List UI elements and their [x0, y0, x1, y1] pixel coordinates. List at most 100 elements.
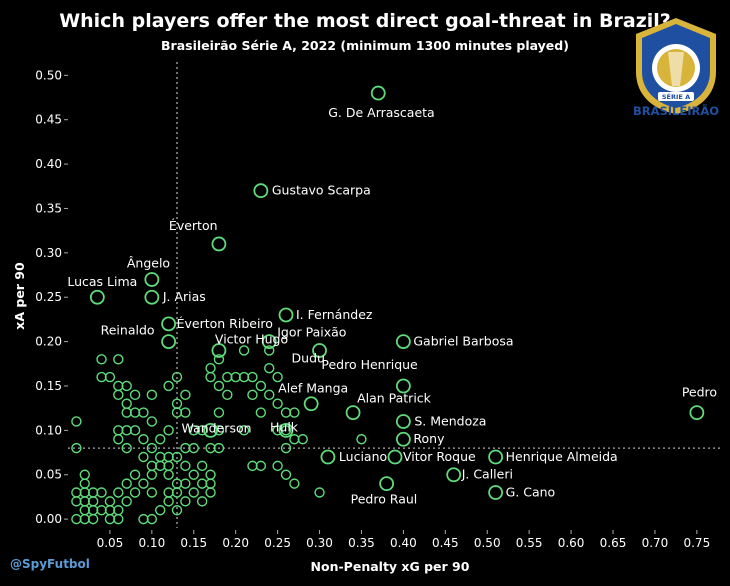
data-point [280, 469, 292, 480]
data-point [264, 389, 275, 401]
data-point [129, 407, 141, 418]
data-point [196, 425, 208, 436]
data-point [104, 513, 116, 525]
data-point [138, 451, 149, 463]
data-point [104, 505, 116, 516]
data-point [121, 496, 132, 507]
labeled-data-point [370, 85, 386, 101]
labeled-data-point [211, 236, 227, 252]
data-point [87, 513, 99, 525]
point-label: Rony [413, 431, 445, 446]
data-point [297, 434, 308, 445]
y-tick-label: 0.40 [35, 157, 62, 171]
point-label: Pedro Raul [351, 492, 418, 507]
data-point [113, 434, 124, 445]
data-point [71, 442, 82, 454]
point-label: Alef Manga [278, 381, 348, 396]
data-point [272, 460, 283, 472]
x-tick-label: 0.60 [558, 536, 585, 550]
data-point [180, 407, 191, 418]
labeled-data-point [689, 405, 705, 421]
labeled-data-point [253, 183, 269, 199]
y-tick-label: 0.20 [35, 335, 62, 349]
data-point [87, 496, 99, 507]
brasileirao-logo: SÉRIE A [636, 18, 716, 114]
labeled-data-point [144, 272, 160, 287]
data-point [171, 478, 183, 489]
labeled-data-point [395, 334, 411, 350]
data-point [180, 478, 191, 489]
data-point [163, 487, 174, 498]
point-label: Lucas Lima [67, 274, 137, 289]
point-label: Igor Paixão [277, 325, 346, 340]
labeled-data-point [395, 378, 411, 394]
point-label: Pedro Henrique [321, 357, 418, 372]
data-point [96, 354, 107, 365]
chart-subtitle: Brasileirão Série A, 2022 (minimum 1300 … [161, 38, 569, 53]
data-point [79, 478, 90, 489]
labeled-data-point [278, 307, 294, 323]
x-tick-label: 0.55 [516, 536, 543, 550]
data-point [213, 354, 225, 365]
data-point [138, 478, 149, 489]
data-point [255, 380, 267, 392]
logo-trophy-icon [668, 52, 684, 86]
data-point [146, 442, 158, 454]
data-point [272, 425, 283, 436]
data-point [129, 425, 141, 436]
data-point [222, 371, 233, 383]
data-point [314, 487, 325, 498]
labeled-data-point [261, 334, 277, 350]
data-point [171, 451, 183, 463]
data-point [255, 460, 267, 472]
x-tick-label: 0.15 [180, 536, 207, 550]
y-tick-label: 0.15 [35, 379, 62, 393]
data-point [356, 434, 367, 445]
data-point [96, 505, 107, 516]
data-point [71, 416, 82, 427]
data-point [113, 487, 124, 498]
data-point [79, 487, 90, 498]
x-tick-label: 0.70 [642, 536, 669, 550]
data-point [79, 496, 90, 507]
data-point [104, 371, 116, 383]
x-tick-label: 0.35 [348, 536, 375, 550]
data-point [138, 434, 149, 445]
data-point [213, 425, 225, 436]
data-point [87, 505, 99, 516]
data-point [222, 389, 233, 401]
labeled-data-point [446, 467, 462, 483]
data-point [146, 416, 158, 427]
data-point [113, 380, 124, 392]
data-point [146, 460, 158, 472]
logo-badge-text: SÉRIE A [662, 92, 690, 101]
data-point [289, 434, 300, 445]
data-point [213, 407, 225, 418]
point-label: Victor Hugo [215, 331, 288, 346]
data-point [272, 398, 283, 409]
logo-label: BRASILEIRÃO [632, 104, 720, 118]
logo-badge-icon [658, 92, 694, 101]
data-point [71, 513, 82, 525]
data-point [121, 425, 132, 436]
data-point [113, 354, 124, 365]
data-point [188, 442, 199, 454]
labeled-data-point [345, 405, 361, 421]
data-point [180, 496, 191, 507]
point-label: Henrique Almeida [506, 449, 618, 464]
point-label: Pedro [682, 385, 717, 400]
data-point [205, 487, 216, 498]
labeled-data-point [395, 414, 411, 429]
labeled-data-point [278, 422, 294, 438]
data-point [79, 505, 90, 516]
x-tick-label: 0.05 [97, 536, 124, 550]
data-point [196, 460, 208, 472]
data-point [129, 389, 141, 401]
x-tick-label: 0.25 [264, 536, 291, 550]
point-label: Alan Patrick [357, 391, 432, 406]
point-label: G. Cano [506, 484, 556, 499]
data-point [121, 478, 132, 489]
point-label: S. Mendoza [414, 413, 486, 428]
data-point [121, 442, 132, 454]
